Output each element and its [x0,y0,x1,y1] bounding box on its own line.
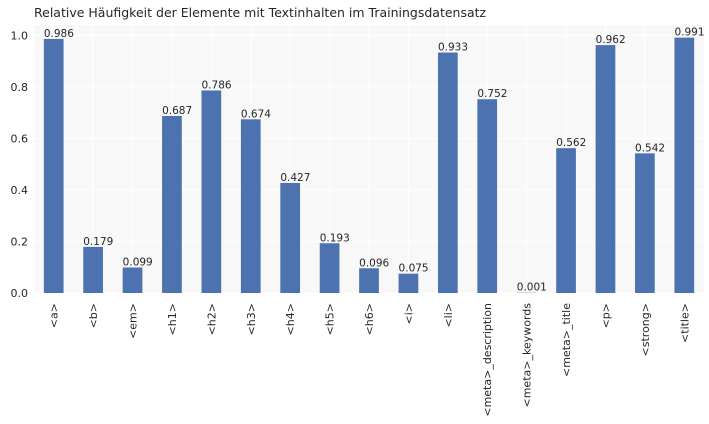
x-tick-label: <h6> [363,303,376,335]
bar-value-label: 0.674 [241,108,271,120]
x-tick-label: <h4> [284,303,297,335]
bar-value-label: 0.001 [517,282,547,294]
bar [43,38,64,293]
x-tick-label: <em> [127,303,140,339]
bar-value-label: 0.096 [359,257,389,269]
bar-value-label: 0.075 [399,263,429,275]
x-tick-label: <li> [442,303,455,328]
bar [595,45,616,293]
bar [437,52,458,294]
x-tick-label: <h3> [245,303,258,335]
bar [83,246,103,293]
bar-value-label: 0.427 [280,172,310,184]
bar [359,268,379,293]
bar [556,148,576,293]
y-tick-label: 0.4 [11,184,29,197]
x-tick-label: <h2> [205,303,218,335]
bar-value-label: 0.099 [123,256,153,268]
bar [477,99,498,293]
y-tick-label: 1.0 [11,29,29,42]
bar [201,90,222,293]
y-tick-label: 0.2 [11,235,29,248]
y-tick-label: 0.0 [11,287,29,300]
bar [280,182,301,293]
x-tick-label: <h5> [324,303,337,335]
x-tick-label: <h1> [166,303,179,335]
chart-title: Relative Häufigkeit der Elemente mit Tex… [34,5,487,20]
x-tick-label: <title> [678,303,691,343]
bar-value-label: 0.986 [44,28,74,40]
bar-value-label: 0.933 [438,42,468,54]
x-tick-label: <p> [599,303,612,328]
bar [319,243,340,293]
x-tick-label: <meta>_description [481,303,494,417]
bar-value-label: 0.562 [556,137,586,149]
bar-value-label: 0.542 [635,142,665,154]
x-tick-label: <strong> [639,303,652,356]
bar-value-label: 0.991 [674,27,704,39]
bar [635,153,655,293]
bar [122,267,143,293]
x-tick-label: <b> [87,303,100,328]
x-tick-label: <meta>_keywords [521,303,534,408]
bar [674,37,695,293]
bar [240,119,261,293]
bar [398,273,419,293]
x-tick-label: <a> [48,303,61,328]
bar-value-label: 0.786 [202,79,232,91]
bar-value-label: 0.687 [162,105,192,117]
x-tick-label: <i> [402,303,415,325]
bar-value-label: 0.962 [596,34,626,46]
bar-value-label: 0.752 [477,88,507,100]
bar-value-label: 0.193 [320,232,350,244]
bar [162,115,182,293]
x-tick-label: <meta>_title [560,303,573,377]
y-tick-label: 0.6 [11,132,29,145]
y-tick-label: 0.8 [11,81,29,94]
bar-value-label: 0.179 [83,236,113,248]
